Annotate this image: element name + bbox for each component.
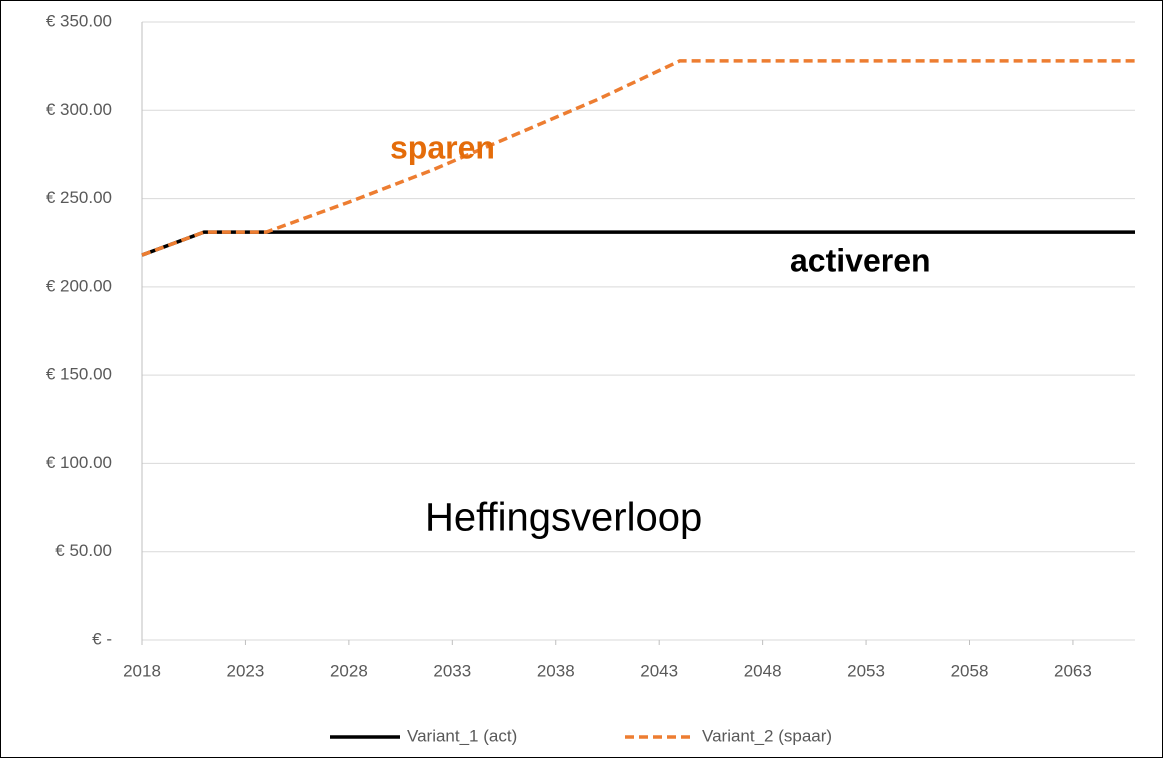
annotation: activeren <box>790 242 931 278</box>
x-tick-label: 2048 <box>744 661 782 680</box>
x-tick-label: 2053 <box>847 661 885 680</box>
x-tick-label: 2063 <box>1054 661 1092 680</box>
y-tick-label: € 350.00 <box>46 11 112 30</box>
y-tick-label: € 100.00 <box>46 453 112 472</box>
y-tick-label: € 50.00 <box>55 541 112 560</box>
x-tick-label: 2018 <box>123 661 161 680</box>
x-tick-label: 2043 <box>640 661 678 680</box>
x-tick-label: 2023 <box>227 661 265 680</box>
y-tick-label: € 300.00 <box>46 100 112 119</box>
x-tick-label: 2058 <box>951 661 989 680</box>
y-tick-label: € 200.00 <box>46 276 112 295</box>
y-tick-label: € - <box>92 629 112 648</box>
legend-label: Variant_2 (spaar) <box>702 726 832 745</box>
y-tick-label: € 250.00 <box>46 188 112 207</box>
series-line <box>141 59 1135 257</box>
annotation: Heffingsverloop <box>425 496 702 540</box>
x-tick-label: 2033 <box>433 661 471 680</box>
x-tick-label: 2028 <box>330 661 368 680</box>
annotation: sparen <box>390 129 495 165</box>
x-tick-label: 2038 <box>537 661 575 680</box>
y-tick-label: € 150.00 <box>46 365 112 384</box>
legend-label: Variant_1 (act) <box>407 726 517 745</box>
